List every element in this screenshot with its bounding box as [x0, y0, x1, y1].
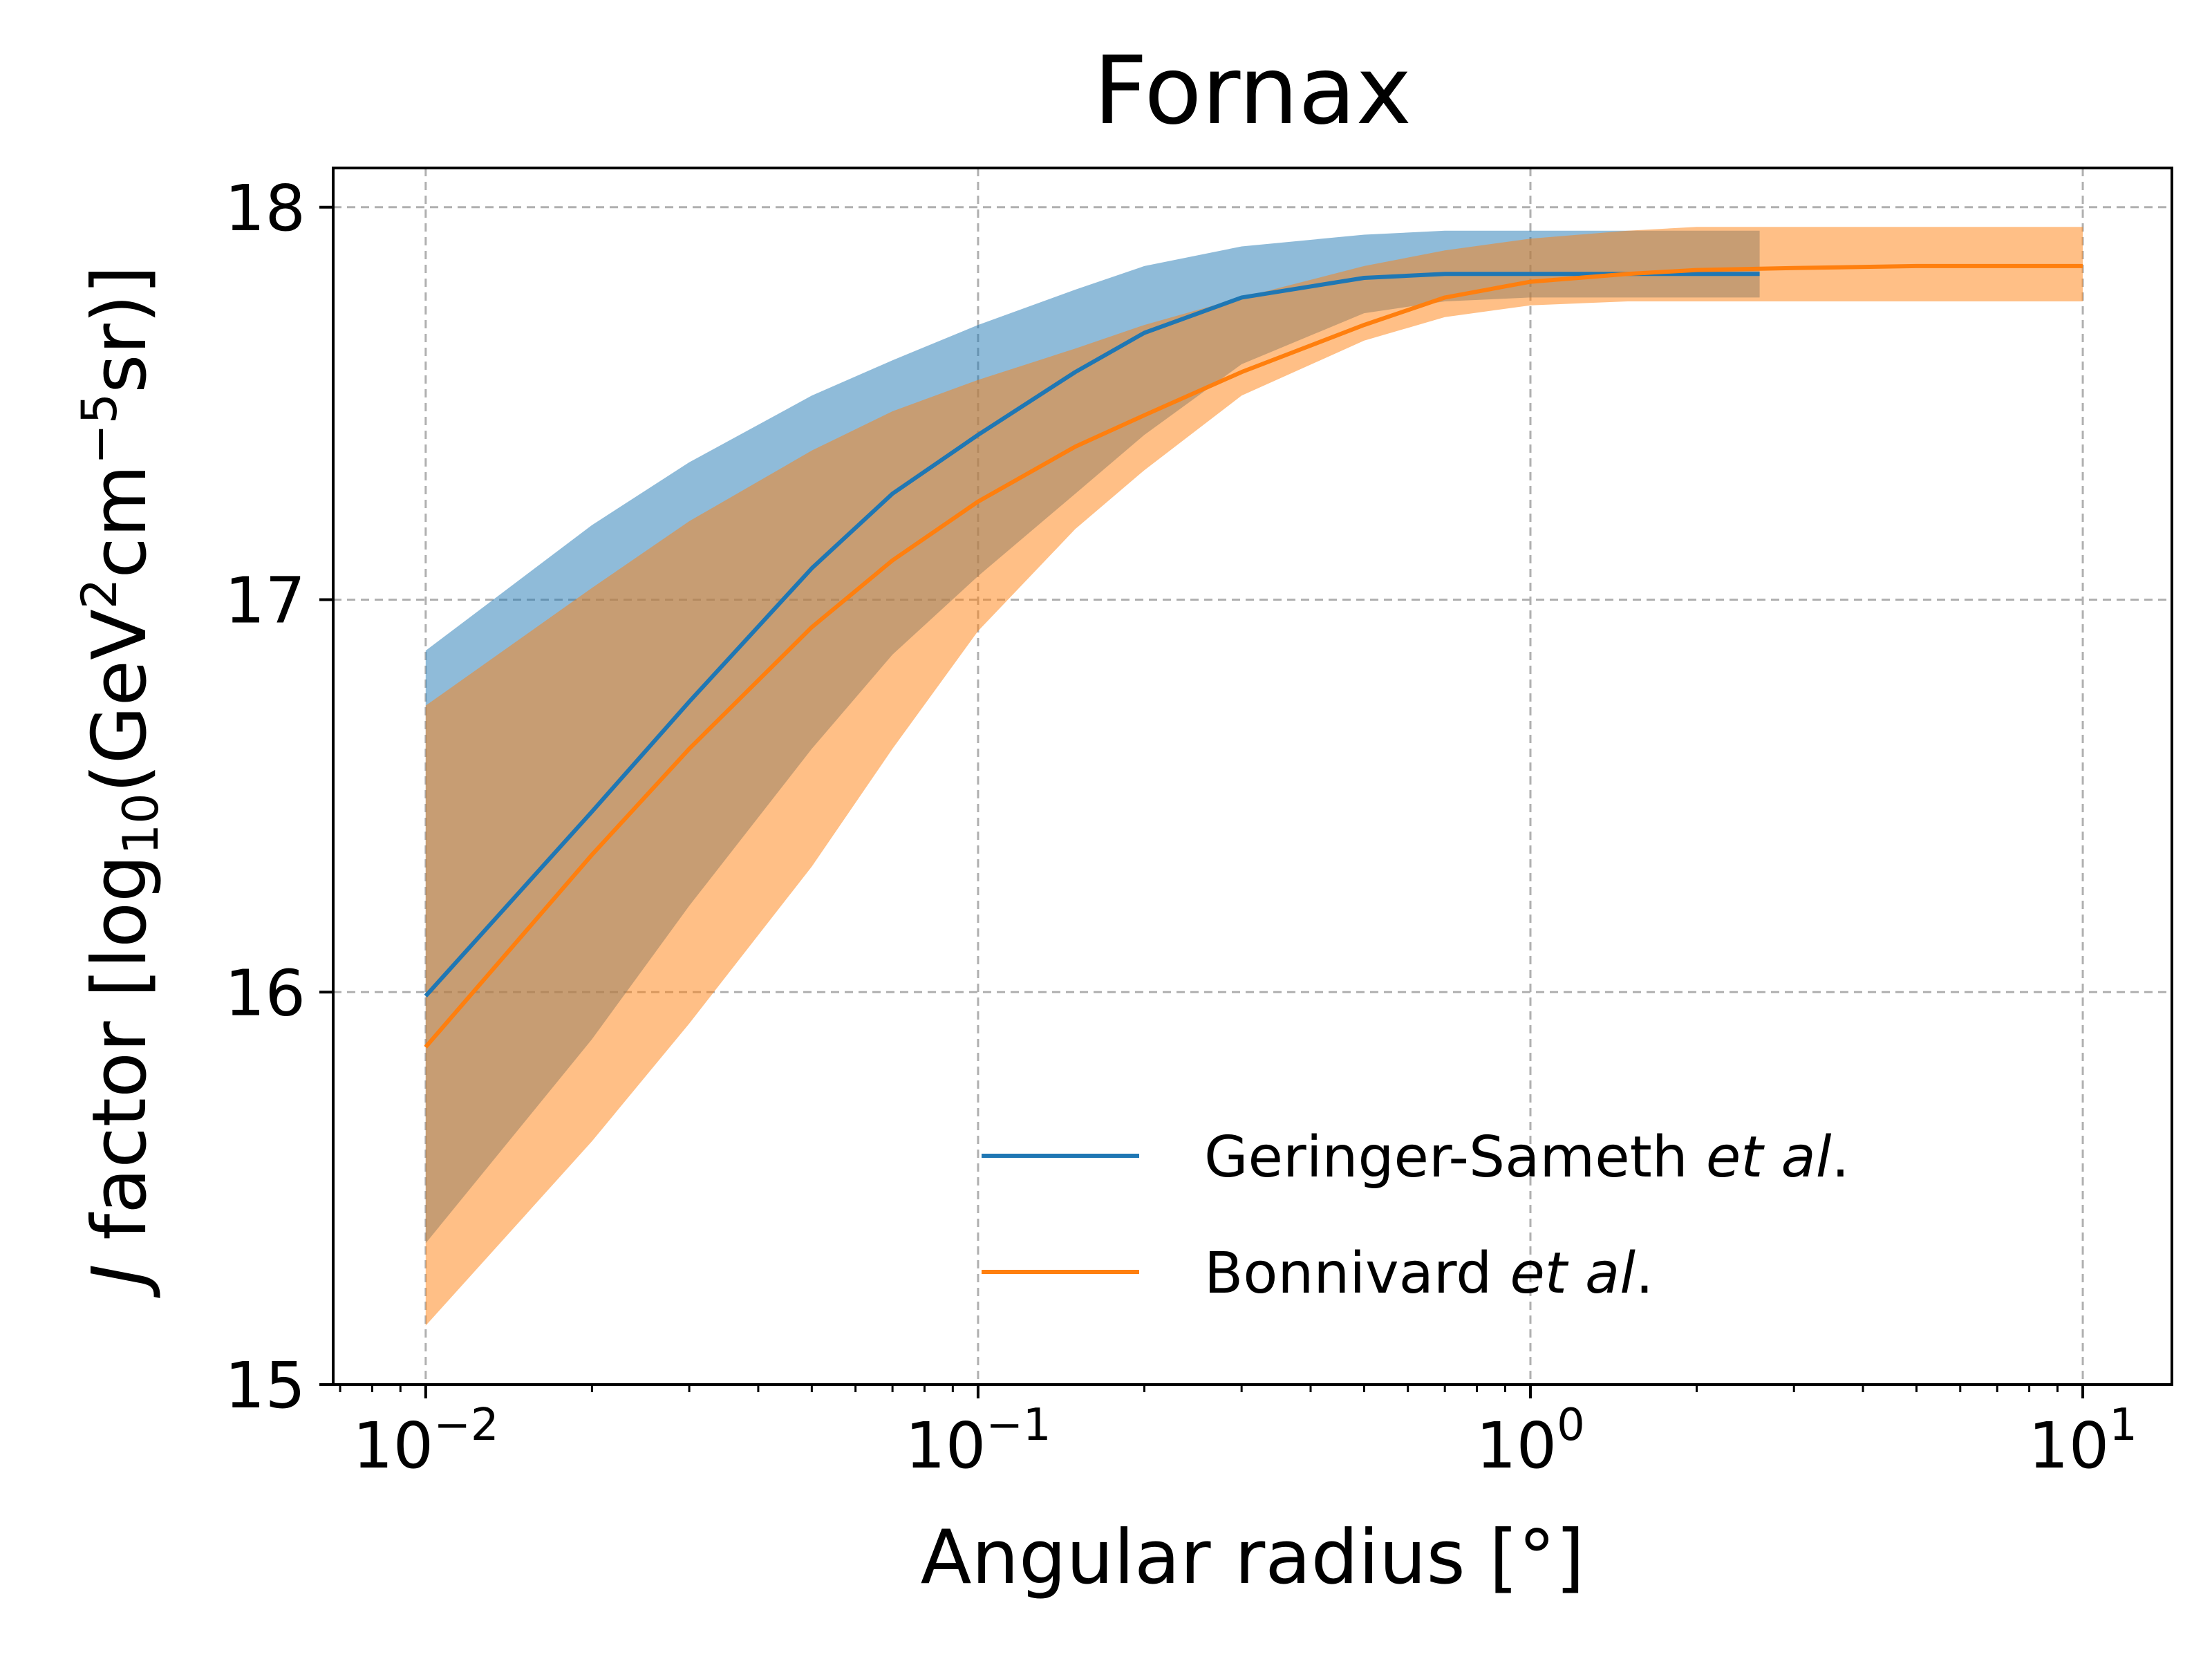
- line-series-1: [424, 272, 1760, 997]
- chart-title: Fornax: [1094, 37, 1412, 146]
- series-lines: [424, 263, 2083, 1049]
- uncertainty-bands: [425, 227, 2083, 1326]
- x-tick-label: 100: [1476, 1400, 1585, 1483]
- x-tick-label: 10−2: [353, 1400, 498, 1483]
- legend: Geringer-Sameth et al. Bonnivard et al.: [982, 1125, 1850, 1306]
- legend-label: Bonnivard et al.: [1204, 1241, 1653, 1306]
- y-axis-label: J factor [log10(GeV2cm−5sr)]: [71, 265, 169, 1298]
- x-tick-label: 10−1: [905, 1400, 1051, 1483]
- band-series-2: [425, 227, 2083, 1326]
- legend-label: Geringer-Sameth et al.: [1204, 1125, 1850, 1190]
- x-axis-label: Angular radius [°]: [921, 1515, 1585, 1601]
- plot-frame: [332, 167, 2173, 1386]
- y-axis-ticks: 15 16 17 18: [225, 171, 333, 1423]
- line-series-2: [424, 263, 2083, 1049]
- y-tick-label: 15: [225, 1349, 306, 1423]
- y-tick-label: 16: [225, 956, 306, 1030]
- x-tick-label: 101: [2028, 1400, 2137, 1483]
- y-tick-label: 17: [225, 564, 306, 638]
- y-tick-label: 18: [225, 171, 306, 245]
- x-axis-ticks: 10−2 10−1 100 101: [339, 1385, 2137, 1483]
